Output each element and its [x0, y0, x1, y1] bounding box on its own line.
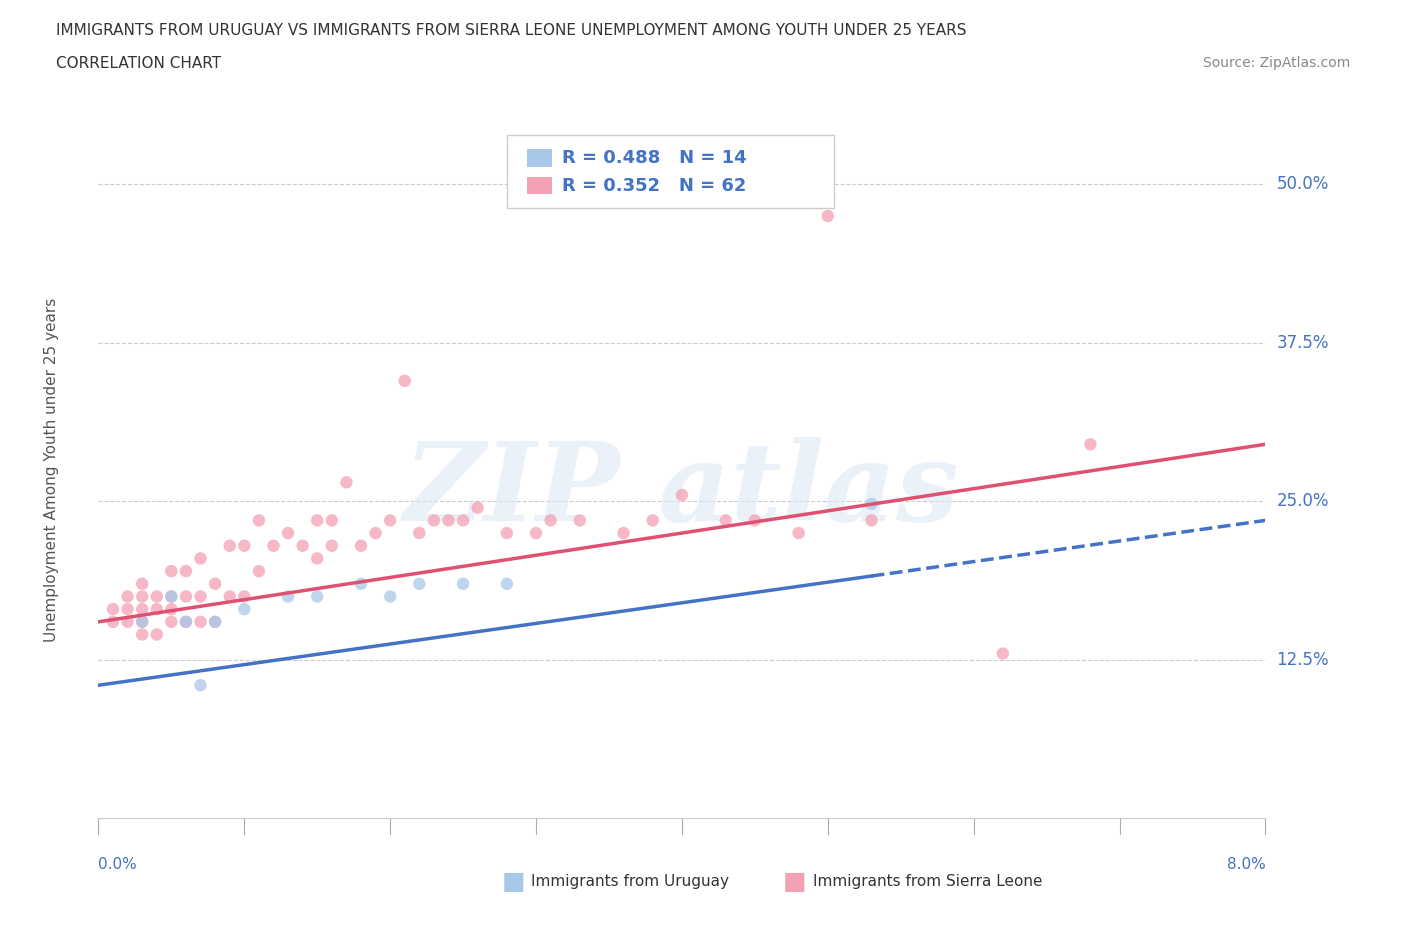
Point [451, 513, 474, 528]
Point [117, 602, 139, 617]
Point [568, 513, 591, 528]
Point [380, 589, 402, 604]
Point [350, 577, 373, 591]
Point [190, 615, 212, 630]
Point [612, 525, 634, 540]
Point [787, 525, 810, 540]
Point [117, 615, 139, 630]
Point [496, 577, 519, 591]
Point [218, 589, 240, 604]
Point [131, 615, 153, 630]
Point [190, 678, 212, 693]
Point [204, 577, 226, 591]
Point [350, 538, 373, 553]
Point [160, 589, 183, 604]
Point [204, 615, 226, 630]
Point [380, 513, 402, 528]
FancyBboxPatch shape [527, 177, 553, 194]
Text: 8.0%: 8.0% [1226, 857, 1265, 872]
Point [131, 602, 153, 617]
Point [991, 646, 1014, 661]
Point [817, 208, 839, 223]
FancyBboxPatch shape [527, 149, 553, 166]
Point [307, 513, 329, 528]
Point [262, 538, 284, 553]
Point [190, 589, 212, 604]
Point [204, 615, 226, 630]
Point [174, 615, 197, 630]
Point [1080, 437, 1102, 452]
Point [247, 564, 270, 578]
Text: R = 0.488   N = 14: R = 0.488 N = 14 [562, 149, 747, 166]
Point [160, 564, 183, 578]
Text: Source: ZipAtlas.com: Source: ZipAtlas.com [1202, 56, 1350, 70]
Point [190, 551, 212, 565]
Point [277, 525, 299, 540]
Point [860, 513, 883, 528]
Point [146, 602, 169, 617]
Text: 50.0%: 50.0% [1277, 176, 1329, 193]
Text: 37.5%: 37.5% [1277, 334, 1329, 352]
Point [335, 475, 357, 490]
Point [233, 602, 256, 617]
Point [524, 525, 547, 540]
Point [131, 589, 153, 604]
Point [860, 497, 883, 512]
Point [160, 602, 183, 617]
Text: Immigrants from Uruguay: Immigrants from Uruguay [531, 874, 730, 889]
Text: R = 0.352   N = 62: R = 0.352 N = 62 [562, 177, 747, 194]
Point [131, 627, 153, 642]
Point [496, 525, 519, 540]
Point [307, 589, 329, 604]
Point [423, 513, 446, 528]
Text: ■: ■ [783, 870, 806, 894]
FancyBboxPatch shape [508, 135, 834, 208]
Point [451, 577, 474, 591]
Point [131, 615, 153, 630]
Point [394, 374, 416, 389]
Point [101, 615, 124, 630]
Point [321, 538, 343, 553]
Point [437, 513, 460, 528]
Text: ■: ■ [502, 870, 524, 894]
Point [174, 615, 197, 630]
Point [160, 589, 183, 604]
Point [117, 589, 139, 604]
Point [247, 513, 270, 528]
Text: 12.5%: 12.5% [1277, 651, 1329, 669]
Point [233, 589, 256, 604]
Point [277, 589, 299, 604]
Point [321, 513, 343, 528]
Point [408, 577, 430, 591]
Text: IMMIGRANTS FROM URUGUAY VS IMMIGRANTS FROM SIERRA LEONE UNEMPLOYMENT AMONG YOUTH: IMMIGRANTS FROM URUGUAY VS IMMIGRANTS FR… [56, 23, 967, 38]
Text: 0.0%: 0.0% [98, 857, 138, 872]
Point [101, 602, 124, 617]
Point [744, 513, 766, 528]
Text: ZIP atlas: ZIP atlas [404, 437, 960, 544]
Point [540, 513, 562, 528]
Point [160, 615, 183, 630]
Point [131, 577, 153, 591]
Text: Unemployment Among Youth under 25 years: Unemployment Among Youth under 25 years [44, 298, 59, 642]
Point [364, 525, 387, 540]
Point [174, 564, 197, 578]
Point [146, 589, 169, 604]
Point [641, 513, 664, 528]
Point [146, 627, 169, 642]
Point [233, 538, 256, 553]
Point [467, 500, 489, 515]
Point [291, 538, 314, 553]
Text: CORRELATION CHART: CORRELATION CHART [56, 56, 221, 71]
Text: Immigrants from Sierra Leone: Immigrants from Sierra Leone [813, 874, 1042, 889]
Point [174, 589, 197, 604]
Point [307, 551, 329, 565]
Point [218, 538, 240, 553]
Point [671, 487, 693, 502]
Point [408, 525, 430, 540]
Text: 25.0%: 25.0% [1277, 492, 1329, 511]
Point [714, 513, 737, 528]
